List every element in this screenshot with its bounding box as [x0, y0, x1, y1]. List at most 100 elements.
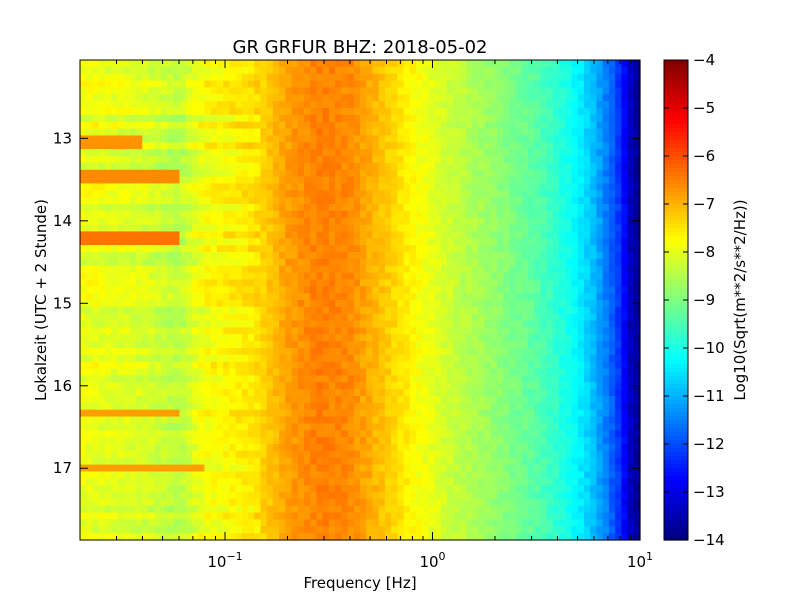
- spectrogram-cell: [92, 389, 100, 397]
- spectrogram-cell: [478, 108, 486, 116]
- spectrogram-cell: [503, 121, 510, 130]
- spectrogram-cell: [260, 114, 268, 123]
- spectrogram-cell: [627, 224, 635, 233]
- spectrogram-cell: [123, 423, 131, 431]
- spectrogram-cell: [434, 197, 442, 205]
- spectrogram-cell: [565, 334, 573, 342]
- spectrogram-cell: [559, 423, 566, 431]
- spectrogram-cell: [123, 162, 131, 171]
- spectrogram-cell: [266, 258, 274, 267]
- spectrogram-cell: [503, 73, 510, 82]
- spectrogram-cell: [167, 245, 174, 253]
- spectrogram-cell: [633, 142, 641, 150]
- spectrogram-cell: [434, 402, 442, 411]
- spectrogram-cell: [633, 430, 641, 438]
- spectrogram-cell: [160, 60, 168, 68]
- spectrogram-cell: [322, 245, 330, 253]
- spectrogram-cell: [478, 416, 486, 425]
- spectrogram-cell: [335, 108, 342, 116]
- spectrogram-cell: [409, 279, 417, 287]
- spectrogram-cell: [335, 101, 342, 109]
- spectrogram-cell: [484, 272, 492, 281]
- spectrogram-cell: [627, 94, 635, 102]
- spectrogram-cell: [546, 245, 554, 253]
- spectrogram-cell: [552, 60, 560, 68]
- spectrogram-cell: [192, 183, 199, 191]
- spectrogram-cell: [173, 375, 181, 383]
- spectrogram-cell: [104, 375, 112, 383]
- spectrogram-cell: [552, 183, 560, 191]
- spectrogram-cell: [111, 73, 118, 82]
- spectrogram-cell: [129, 80, 137, 89]
- spectrogram-cell: [123, 238, 131, 246]
- spectrogram-cell: [602, 169, 610, 178]
- spectrogram-cell: [80, 176, 87, 185]
- spectrogram-cell: [347, 389, 355, 397]
- spectrogram-cell: [322, 149, 330, 157]
- spectrogram-cell: [185, 375, 193, 383]
- spectrogram-cell: [440, 121, 448, 130]
- spectrogram-cell: [235, 279, 243, 287]
- spectrogram-cell: [434, 423, 442, 431]
- spectrogram-cell: [198, 135, 206, 143]
- spectrogram-cell: [559, 286, 566, 294]
- spectrogram-cell: [136, 80, 143, 89]
- spectrogram-cell: [316, 354, 324, 363]
- spectrogram-cell: [416, 121, 423, 130]
- spectrogram-cell: [615, 204, 622, 212]
- spectrogram-cell: [434, 128, 442, 137]
- spectrogram-cell: [447, 300, 454, 308]
- spectrogram-cell: [484, 265, 492, 274]
- spectrogram-cell: [254, 121, 262, 130]
- spectrogram-cell: [453, 190, 461, 198]
- spectrogram-cell: [235, 265, 243, 274]
- spectrogram-cell: [167, 348, 174, 356]
- spectrogram-cell: [129, 142, 137, 150]
- spectrogram-cell: [297, 437, 305, 445]
- spectrogram-cell: [602, 128, 610, 137]
- spectrogram-cell: [472, 348, 479, 356]
- spectrogram-cell: [453, 80, 461, 89]
- spectrogram-cell: [534, 354, 542, 363]
- spectrogram-cell: [440, 156, 448, 164]
- spectrogram-cell: [422, 60, 430, 68]
- spectrogram-cell: [291, 396, 299, 404]
- spectrogram-cell: [86, 183, 94, 191]
- spectrogram-cell: [185, 430, 193, 438]
- spectrogram-cell: [509, 142, 517, 150]
- spectrogram-cell: [627, 156, 635, 164]
- spectrogram-cell: [148, 368, 156, 377]
- spectrogram-cell: [478, 396, 486, 404]
- spectrogram-cell: [521, 169, 529, 178]
- spectrogram-cell: [509, 382, 517, 390]
- spectrogram-cell: [279, 87, 286, 95]
- spectrogram-cell: [216, 80, 224, 89]
- spectrogram-cell: [496, 354, 504, 363]
- spectrogram-cell: [372, 272, 380, 281]
- spectrogram-cell: [633, 66, 641, 75]
- spectrogram-cell: [503, 354, 510, 363]
- spectrogram-cell: [515, 293, 523, 301]
- spectrogram-cell: [235, 224, 243, 233]
- spectrogram-cell: [248, 327, 255, 335]
- spectrogram-cell: [472, 60, 479, 68]
- spectrogram-cell: [459, 204, 467, 212]
- spectrogram-cell: [584, 396, 591, 404]
- spectrogram-cell: [360, 279, 367, 287]
- spectrogram-cell: [552, 135, 560, 143]
- spectrogram-cell: [216, 402, 224, 411]
- spectrogram-cell: [272, 101, 280, 109]
- spectrogram-cell: [596, 258, 604, 267]
- spectrogram-cell: [391, 121, 398, 130]
- spectrogram-cell: [590, 389, 598, 397]
- spectrogram-cell: [552, 368, 560, 377]
- spectrogram-cell: [123, 231, 131, 239]
- spectrogram-cell: [266, 94, 274, 102]
- spectrogram-cell: [602, 224, 610, 233]
- spectrogram-cell: [440, 375, 448, 383]
- spectrogram-cell: [528, 149, 535, 157]
- spectrogram-cell: [216, 101, 224, 109]
- spectrogram-cell: [372, 128, 380, 137]
- spectrogram-cell: [428, 354, 436, 363]
- spectrogram-cell: [627, 204, 635, 212]
